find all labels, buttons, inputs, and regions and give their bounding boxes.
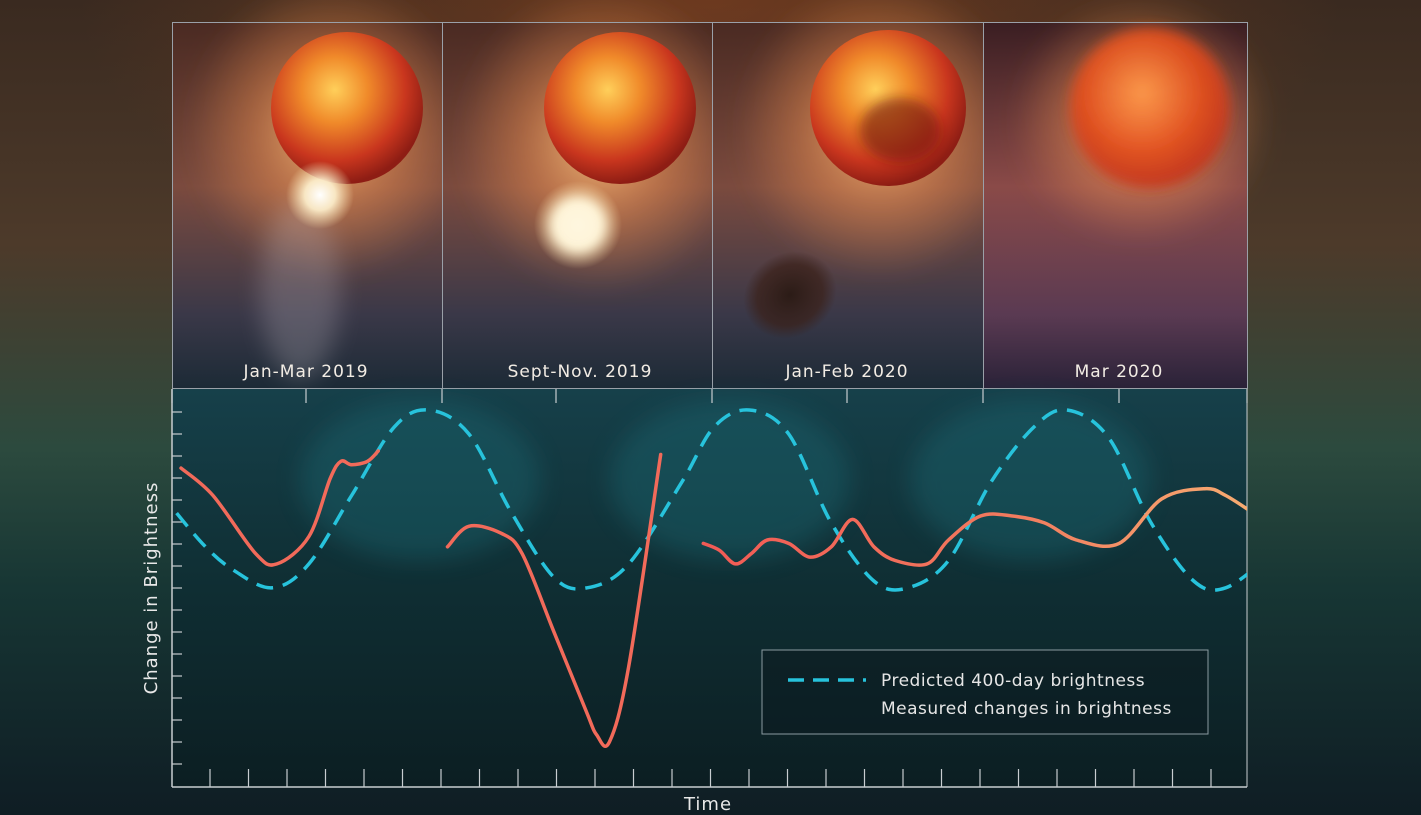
axes bbox=[171, 389, 1248, 788]
panel-jan-feb-2020: Jan-Feb 2020 bbox=[713, 0, 1025, 388]
series-line-measured-segment-1 bbox=[179, 449, 380, 567]
star-image bbox=[544, 32, 696, 184]
panel-sept-nov-2019: Sept-Nov. 2019 bbox=[443, 0, 745, 388]
series-layer bbox=[172, 408, 1247, 748]
legend: Predicted 400-day brightness Measured ch… bbox=[761, 649, 1209, 735]
panel-label: Jan-Mar 2019 bbox=[242, 362, 368, 382]
legend-label-predicted: Predicted 400-day brightness bbox=[881, 671, 1145, 691]
panel-jan-mar-2019: Jan-Mar 2019 bbox=[172, 0, 475, 388]
brightness-chart: Time Change in Brightness Predicted 400-… bbox=[141, 389, 1248, 815]
legend-box bbox=[761, 649, 1209, 735]
series-line-measured-segment-3 bbox=[701, 486, 1247, 567]
x-axis-title: Time bbox=[683, 794, 732, 815]
obscured-star-image bbox=[1070, 28, 1230, 188]
y-axis-title: Change in Brightness bbox=[141, 482, 162, 695]
panel-frame bbox=[172, 22, 1248, 389]
star-image bbox=[271, 32, 423, 184]
panel-label: Jan-Feb 2020 bbox=[784, 362, 908, 382]
panel-label: Sept-Nov. 2019 bbox=[508, 362, 653, 382]
panel-mar-2020: Mar 2020 bbox=[984, 0, 1270, 388]
panel-row: Jan-Mar 2019 Sept-Nov. 2019 Jan-Feb 2020… bbox=[172, 0, 1270, 389]
series-line-predicted bbox=[172, 408, 1247, 592]
panel-label: Mar 2020 bbox=[1075, 362, 1164, 382]
bright-spot-icon bbox=[286, 161, 354, 229]
series-line-measured-segment-2 bbox=[445, 452, 663, 748]
dust-cloud-icon bbox=[743, 251, 837, 339]
legend-label-measured: Measured changes in brightness bbox=[881, 699, 1172, 719]
